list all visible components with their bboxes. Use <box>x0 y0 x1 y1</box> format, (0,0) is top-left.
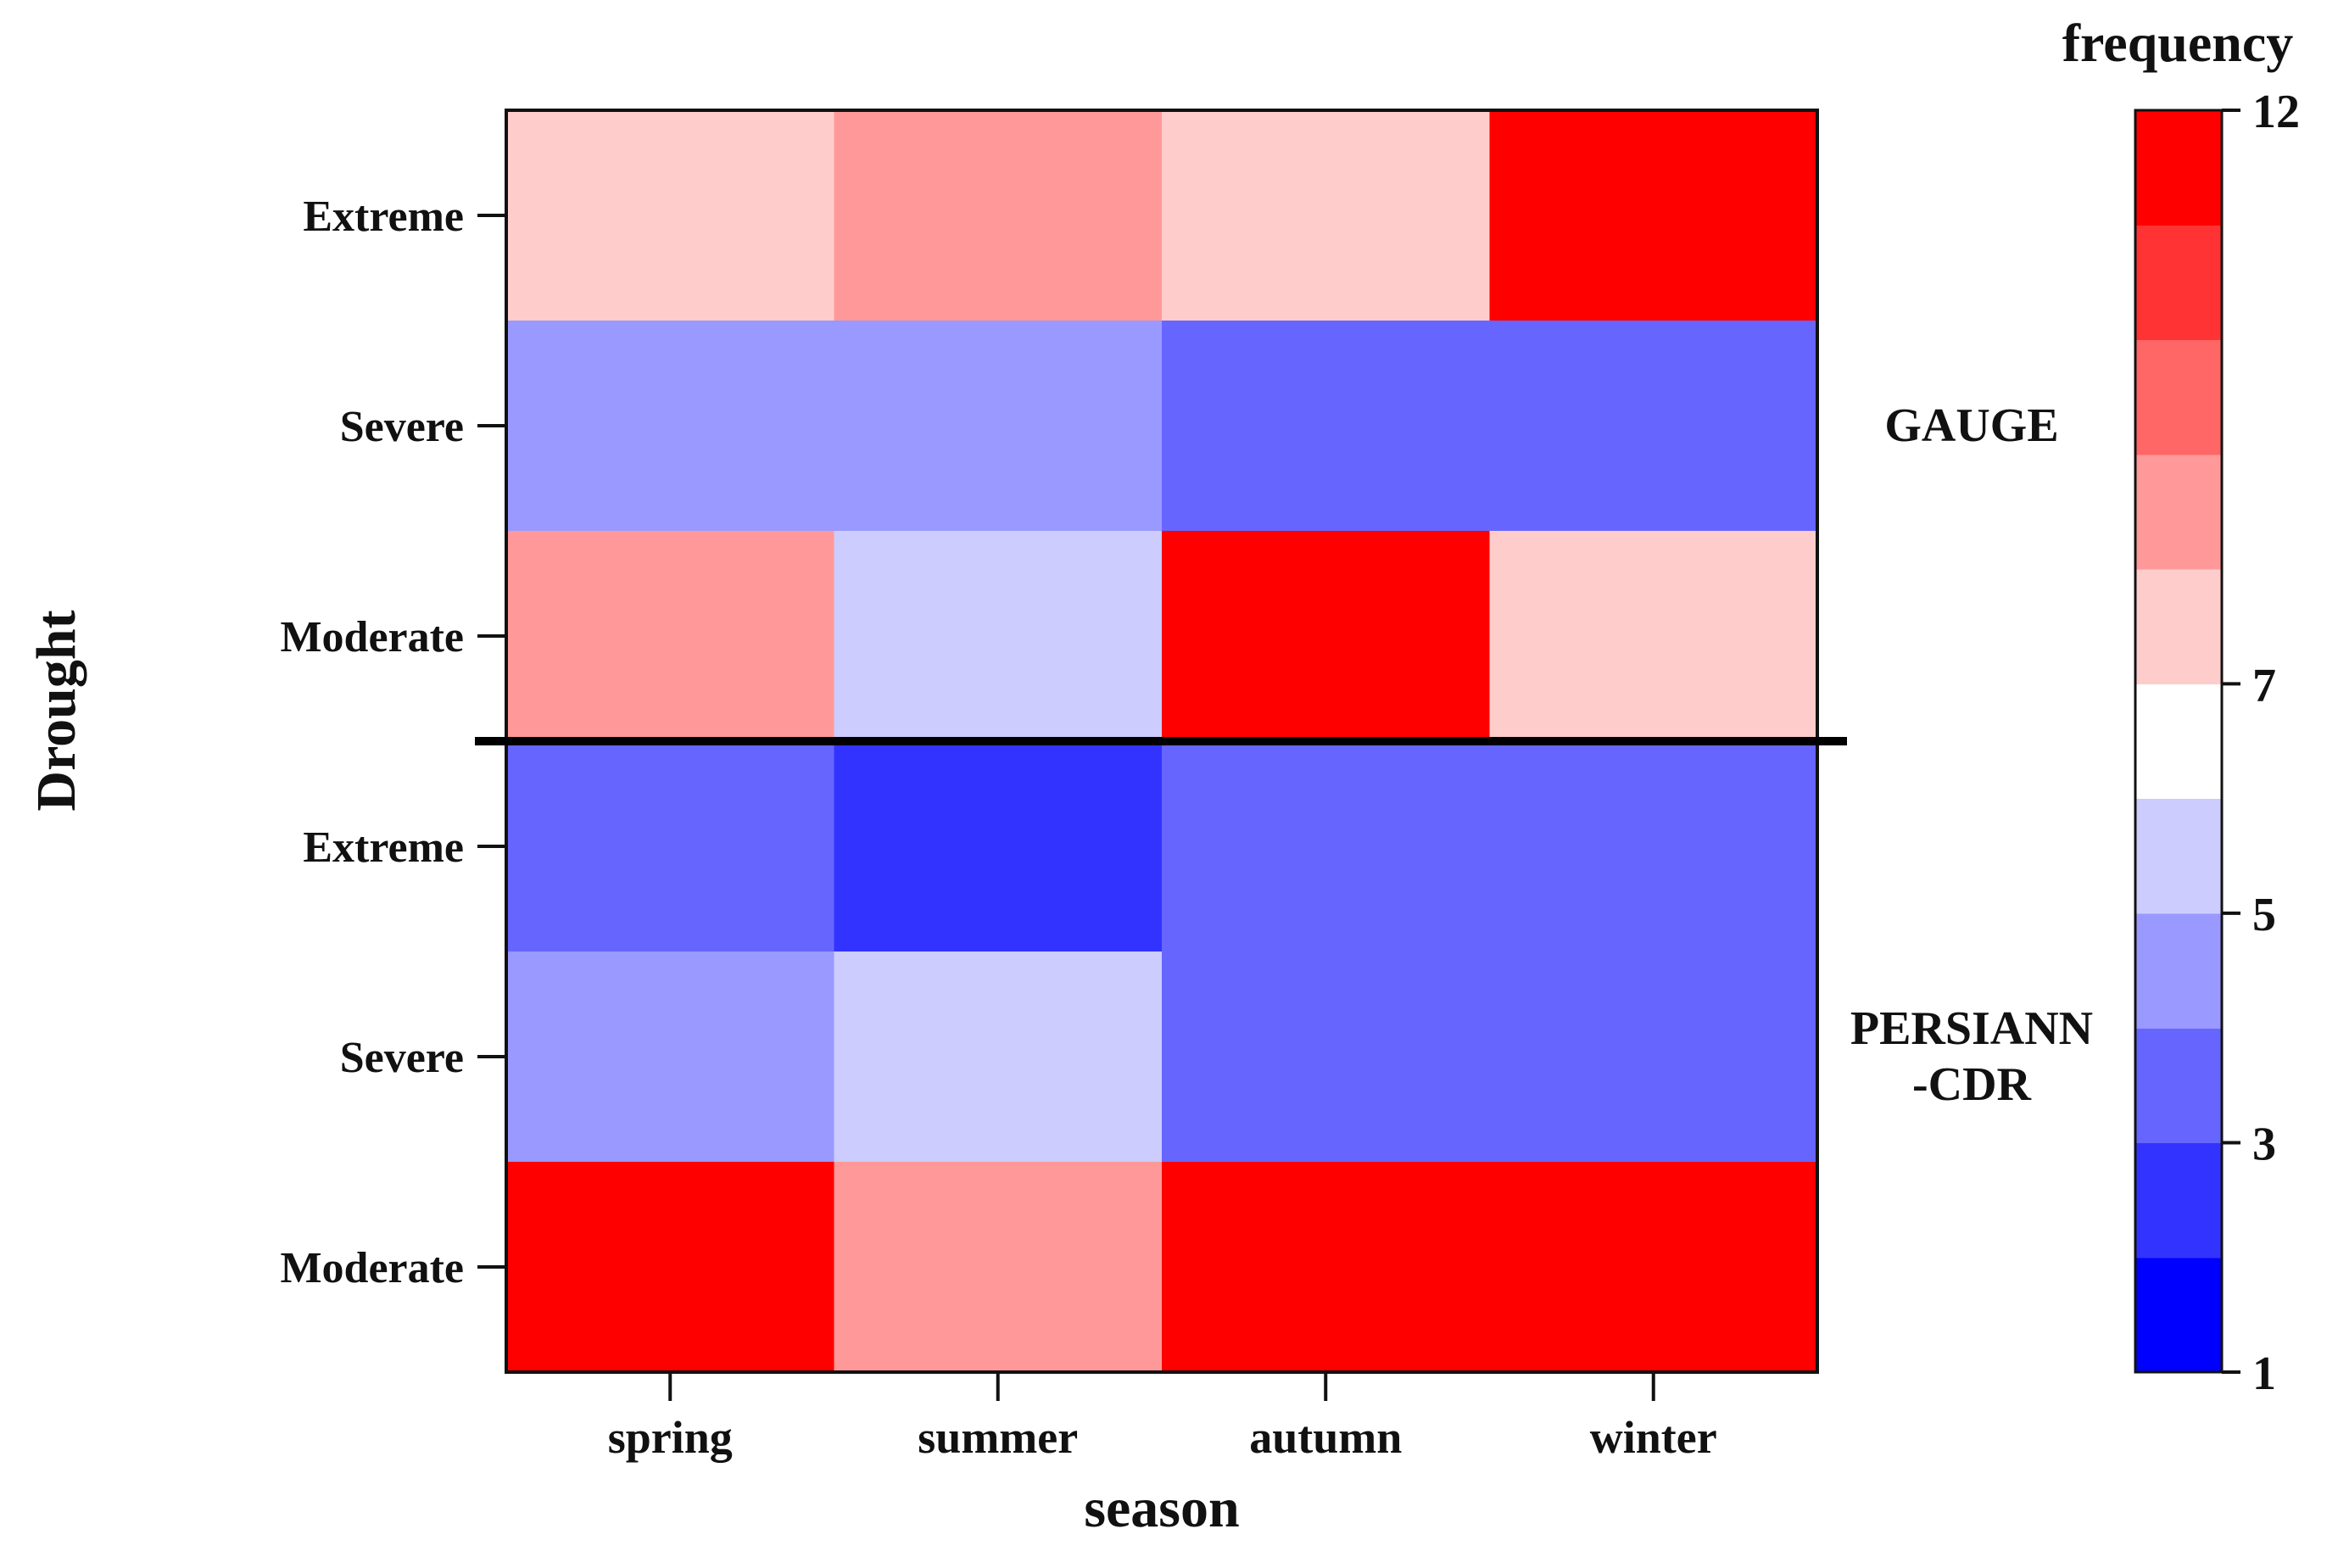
group-label: GAUGE <box>1884 399 2058 452</box>
heatmap-cell <box>506 951 835 1163</box>
colorbar-frame <box>2134 109 2224 1374</box>
y-tick-label: Severe <box>340 403 464 451</box>
y-tick-label: Moderate <box>280 1244 464 1292</box>
colorbar-segment <box>2135 569 2222 684</box>
colorbar-tick-label: 5 <box>2252 889 2276 941</box>
y-axis-title: Drought <box>25 610 87 811</box>
x-tick-label: spring <box>608 1412 733 1463</box>
heatmap-cell <box>1162 951 1491 1163</box>
colorbar-segment <box>2135 1028 2222 1144</box>
heatmap-cell <box>506 741 835 952</box>
colorbar-tick-label: 7 <box>2252 659 2276 711</box>
heatmap-cell <box>834 531 1163 742</box>
colorbar-segment <box>2135 110 2222 226</box>
y-tick-label: Extreme <box>303 823 464 872</box>
heatmap-cell <box>506 531 835 742</box>
heatmap-cell <box>506 1162 835 1373</box>
heatmap-cell <box>1162 110 1491 321</box>
heatmap-cell <box>1162 531 1491 742</box>
colorbar-tick-label: 3 <box>2252 1118 2276 1170</box>
colorbar-tick-label: 12 <box>2252 86 2300 138</box>
heatmap-cell <box>1489 531 1818 742</box>
colorbar-segment <box>2135 454 2222 570</box>
colorbar-segment <box>2135 1142 2222 1258</box>
heatmap-cell <box>1489 1162 1818 1373</box>
heatmap-cell <box>834 1162 1163 1373</box>
y-tick-label: Severe <box>340 1034 464 1082</box>
heatmap-cell <box>1162 741 1491 952</box>
colorbar-segment <box>2135 339 2222 455</box>
heatmap-cell <box>834 321 1163 532</box>
heatmap-cell <box>1489 321 1818 532</box>
x-tick-label: winter <box>1590 1412 1717 1463</box>
y-tick-label: Extreme <box>303 193 464 241</box>
x-tick-label: autumn <box>1249 1412 1402 1463</box>
colorbar-segment <box>2135 225 2222 341</box>
colorbar-segment <box>2135 798 2222 914</box>
heatmap-cell <box>1162 321 1491 532</box>
y-tick-label: Moderate <box>280 613 464 661</box>
colorbar-title: frequency <box>2062 13 2294 73</box>
group-label: PERSIANN <box>1850 1002 2093 1055</box>
heatmap-cell <box>1489 951 1818 1163</box>
colorbar-segment <box>2135 684 2222 800</box>
heatmap-cell <box>834 741 1163 952</box>
heatmap-cell <box>1489 110 1818 321</box>
heatmap-cell <box>506 110 835 321</box>
x-tick-label: summer <box>918 1412 1078 1463</box>
colorbar-segment <box>2135 1257 2222 1373</box>
heatmap-cell <box>1489 741 1818 952</box>
x-axis-title: season <box>1084 1477 1239 1539</box>
heatmap-cell <box>834 951 1163 1163</box>
heatmap-cell <box>1162 1162 1491 1373</box>
colorbar-tick-label: 1 <box>2252 1348 2276 1400</box>
colorbar-segment <box>2135 912 2222 1029</box>
heatmap-cell <box>834 110 1163 321</box>
group-label: -CDR <box>1912 1058 2032 1111</box>
heatmap-cell <box>506 321 835 532</box>
